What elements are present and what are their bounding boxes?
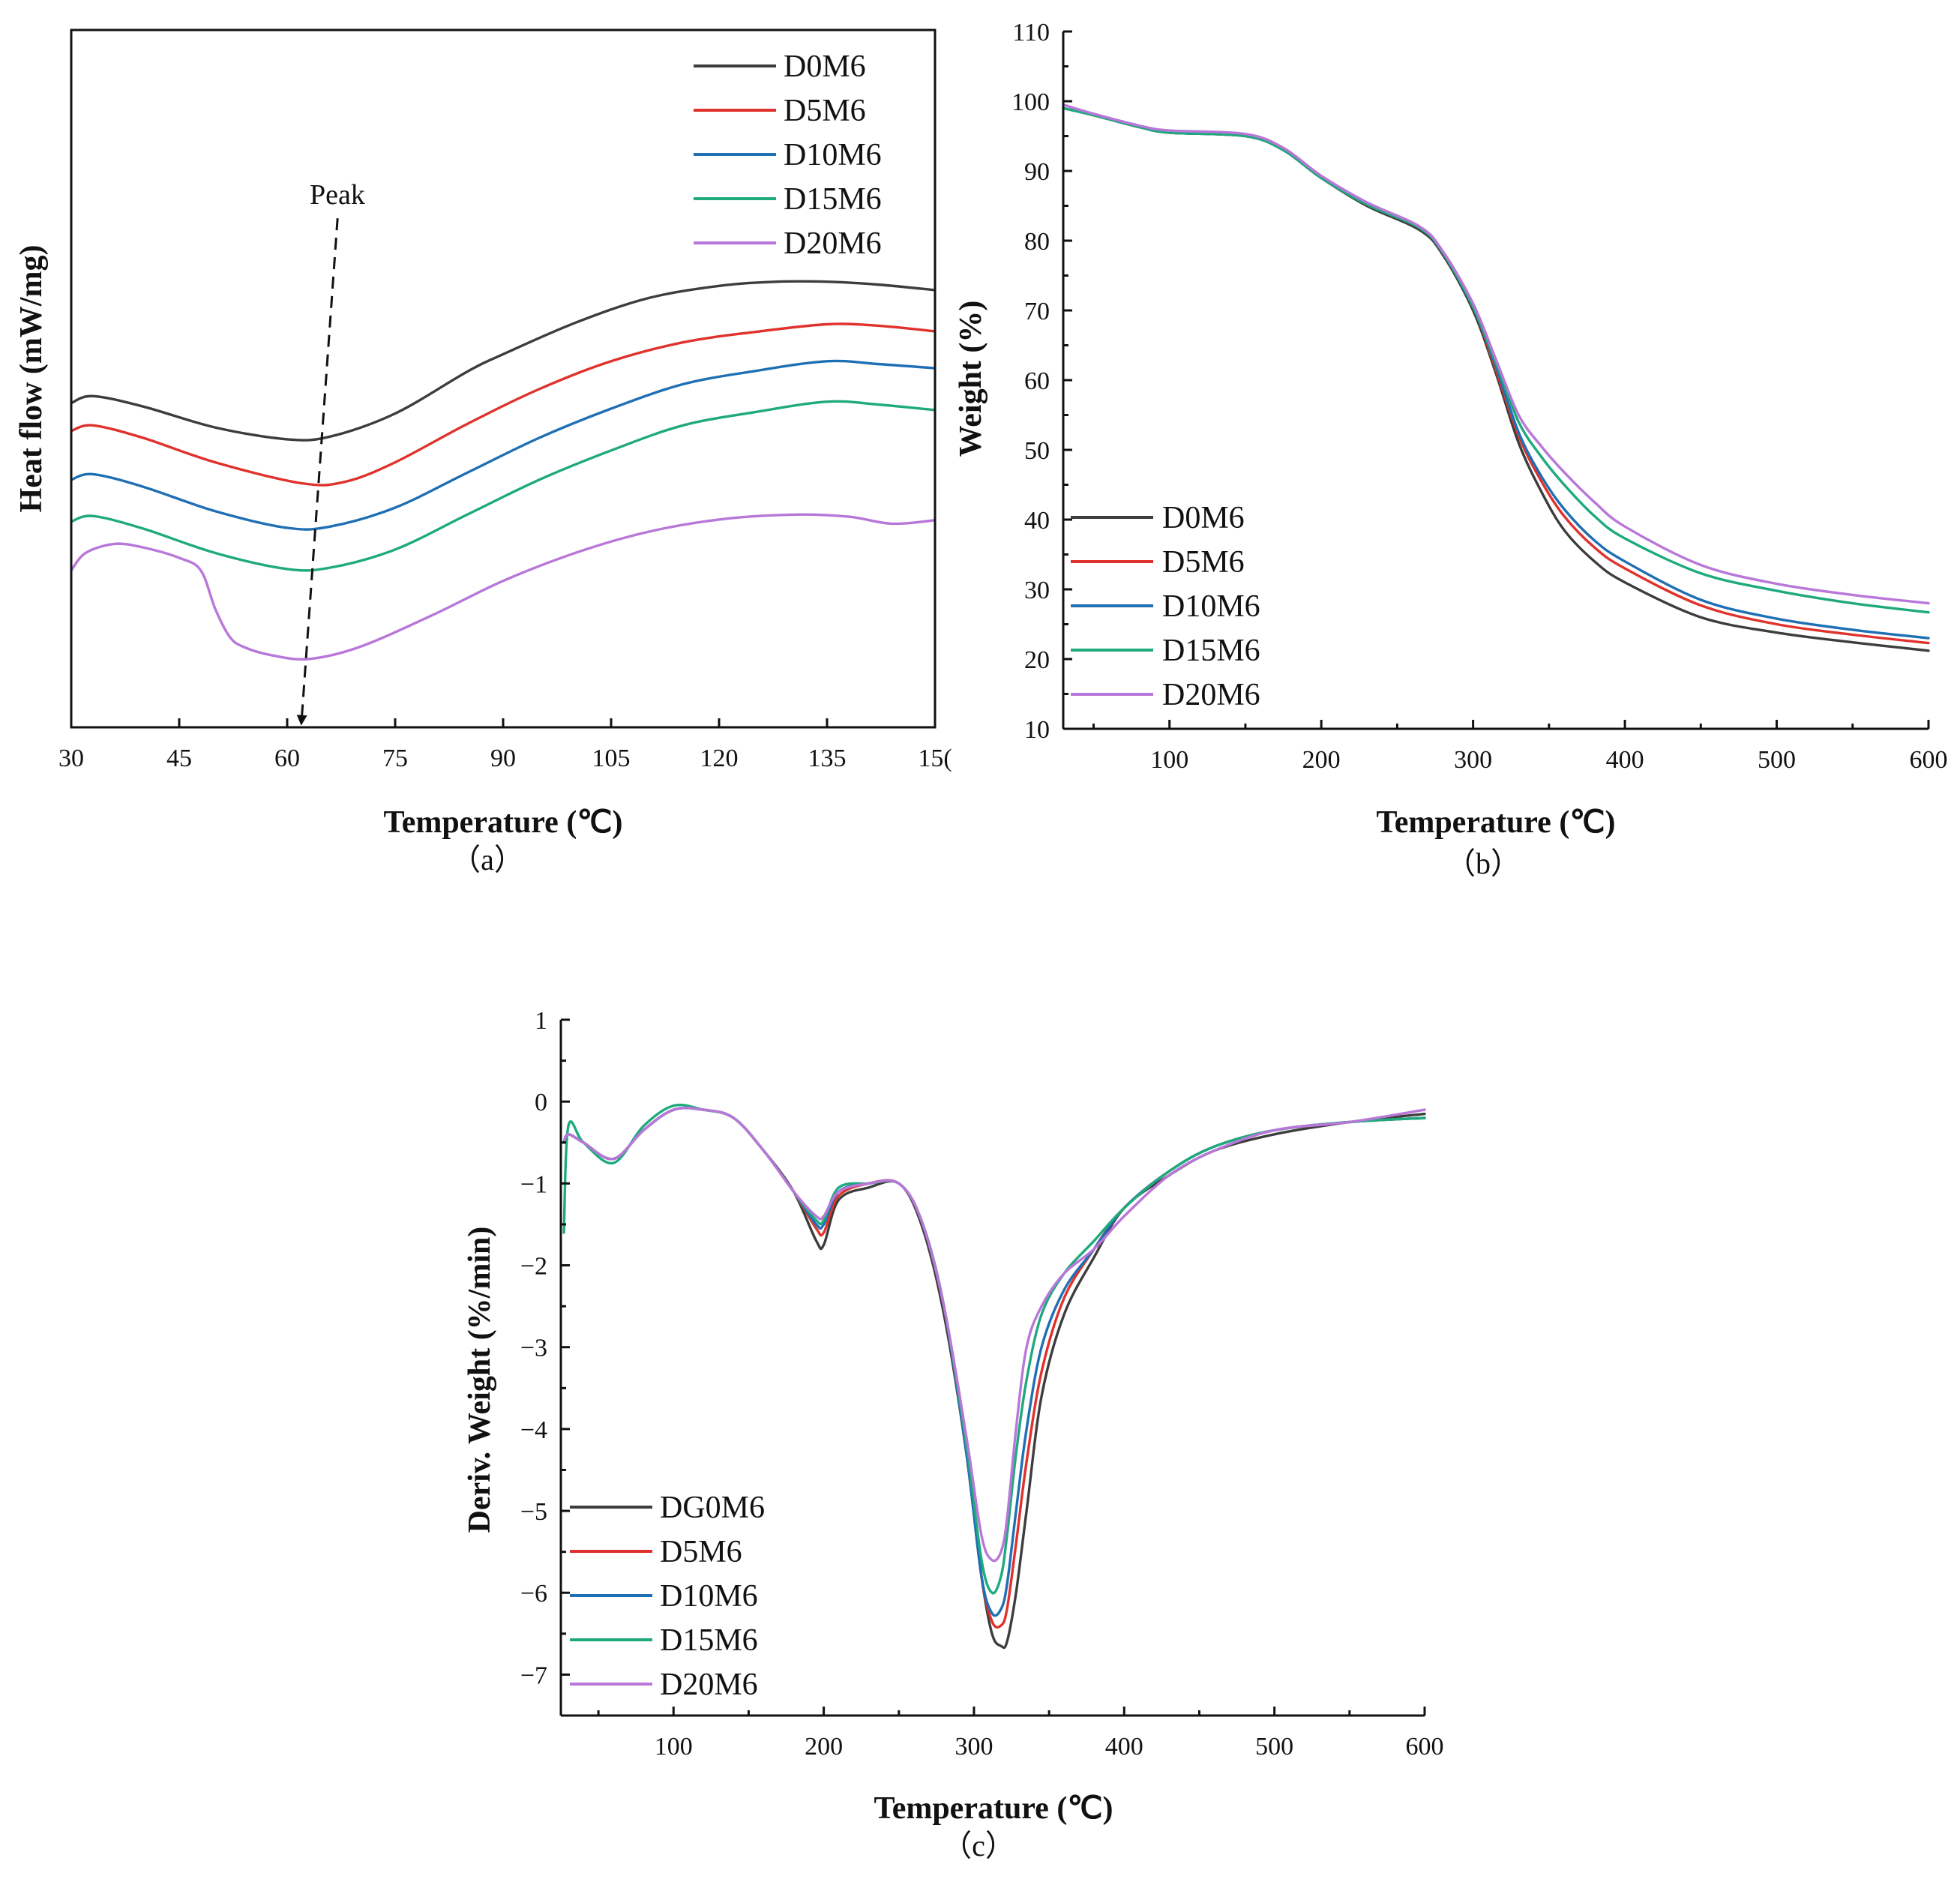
panel-a-legend-label: D5M6 [784, 94, 866, 128]
panel-c-x-tick-label: 600 [1406, 1733, 1444, 1761]
panel-a-x-tick-label: 105 [592, 745, 631, 772]
panel-a-x-tick-label: 15( [918, 745, 952, 772]
panel-b-legend-label: D5M6 [1162, 545, 1245, 580]
panel-a-y-axis-title: Heat flow (mW/mg) [14, 245, 49, 513]
panel-a-peak-label: Peak [310, 179, 365, 211]
panel-b-y-tick-label: 100 [1011, 88, 1050, 116]
panel-b-x-tick-label: 600 [1910, 746, 1948, 774]
panel-c-deriv-weight-chart: 100 200 300 400 500 600 −7 −6 −5 −4 −3 −2 −1 0 1 DG0M6… [463, 1007, 1444, 1863]
panel-a-plot-frame [70, 28, 937, 729]
panel-c-x-tick-label: 500 [1255, 1733, 1293, 1761]
panel-c-legend-label: D10M6 [660, 1579, 758, 1614]
panel-b-x-tick-label: 100 [1150, 746, 1188, 774]
panel-c-x-tick-label: 400 [1105, 1733, 1143, 1761]
panel-b-legend-label: D0M6 [1162, 501, 1245, 535]
panel-c-y-tick-label: −4 [520, 1416, 547, 1444]
panel-a-series-line-d15m6 [70, 400, 937, 572]
panel-a-x-tick-label: 75 [382, 745, 408, 772]
panel-b-legend-label: D15M6 [1162, 634, 1260, 668]
panel-a-heat-flow-chart: 30 45 60 75 90 105 120 135 15( Peak D0M6 D5M6 D10M… [14, 28, 952, 877]
panel-b-y-tick-label: 90 [1024, 158, 1050, 186]
panel-a-series-line-d10m6 [70, 359, 937, 531]
panel-a-x-tick-label: 60 [274, 745, 300, 772]
panel-c-x-axis-title: Temperature (℃) [874, 1791, 1113, 1826]
panel-b-y-tick-label: 60 [1024, 367, 1050, 395]
panel-b-legend-label: D10M6 [1162, 589, 1260, 624]
panel-c-x-tick-label: 300 [955, 1733, 993, 1761]
panel-b-x-tick-label: 200 [1302, 746, 1341, 774]
panel-a-x-tick-label: 90 [490, 745, 516, 772]
panel-a-x-tick-label: 30 [58, 745, 84, 772]
panel-b-y-tick-label: 20 [1024, 646, 1050, 674]
panel-b-y-tick-label: 70 [1024, 298, 1050, 325]
panel-c-y-tick-label: −5 [520, 1498, 547, 1526]
panel-c-legend-label: D5M6 [660, 1535, 742, 1569]
panel-c-y-tick-label: −6 [520, 1580, 547, 1608]
panel-a-series-line-d20m6 [70, 513, 937, 661]
panel-b-series-line-d20m6 [1062, 103, 1930, 605]
panel-b-weight-chart: 100 200 300 400 500 600 10 20 30 40 50 60 70 80 90 100 1… [954, 19, 1948, 880]
panel-c-label: （c） [942, 1829, 1015, 1863]
panel-c-x-tick-label: 100 [655, 1733, 693, 1761]
panel-a-x-tick-label: 135 [808, 745, 847, 772]
panel-b-x-tick-label: 500 [1758, 746, 1796, 774]
panel-c-y-tick-label: 1 [535, 1007, 547, 1035]
panel-c-legend-label: DG0M6 [660, 1491, 765, 1525]
panel-a-x-axis-title: Temperature (℃) [384, 805, 623, 840]
panel-a-series-line-d5m6 [70, 322, 937, 487]
panel-a-label: （a） [451, 843, 524, 877]
panel-a-legend-label: D20M6 [784, 226, 882, 261]
panel-c-y-tick-label: −3 [520, 1335, 547, 1362]
panel-a-x-tick-label: 45 [166, 745, 192, 772]
panel-b-y-tick-label: 110 [1012, 19, 1050, 46]
panel-b-y-tick-label: 10 [1024, 716, 1050, 744]
panel-c-y-axis-title: Deriv. Weight (%/min) [463, 1227, 497, 1533]
panel-b-x-axis-title: Temperature (℃) [1377, 805, 1616, 840]
panel-a-legend-label: D10M6 [784, 138, 882, 172]
panel-c-x-tick-label: 200 [805, 1733, 843, 1761]
panel-c-y-tick-label: −2 [520, 1253, 547, 1281]
panel-b-label: （b） [1446, 847, 1521, 880]
panel-c-y-tick-label: −1 [520, 1170, 547, 1198]
panel-a-series-line-d0m6 [70, 280, 937, 442]
panel-a-legend-label: D15M6 [784, 182, 882, 217]
panel-c-legend-label: D20M6 [660, 1668, 758, 1702]
panel-c-legend-label: D15M6 [660, 1623, 758, 1658]
panel-b-y-tick-label: 30 [1024, 577, 1050, 604]
panel-b-x-tick-label: 300 [1454, 746, 1492, 774]
panel-c-y-tick-label: −7 [520, 1662, 547, 1689]
panel-b-legend-label: D20M6 [1162, 678, 1260, 712]
panel-a-legend-label: D0M6 [784, 49, 866, 84]
panel-a-x-tick-label: 120 [700, 745, 739, 772]
panel-c-y-tick-label: 0 [535, 1089, 547, 1116]
panel-b-y-tick-label: 40 [1024, 507, 1050, 535]
panel-b-y-axis-title: Weight (%) [954, 301, 988, 457]
panel-b-y-tick-label: 50 [1024, 437, 1050, 465]
panel-b-y-tick-label: 80 [1024, 228, 1050, 256]
panel-b-x-tick-label: 400 [1606, 746, 1644, 774]
panel-a-peak-arrow [296, 217, 339, 726]
panel-c-series-line-d20m6 [562, 1106, 1426, 1563]
